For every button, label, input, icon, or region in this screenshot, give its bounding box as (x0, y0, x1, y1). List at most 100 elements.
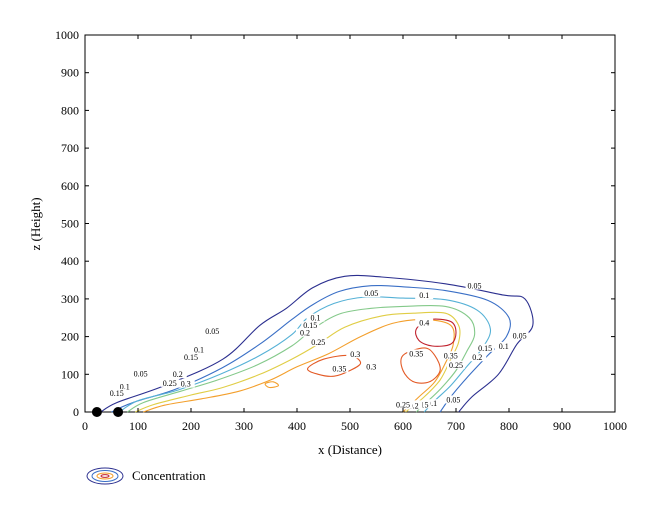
y-tick-label: 800 (61, 103, 79, 117)
contour-label: 0.05 (446, 395, 460, 404)
contour-label-bg (407, 349, 426, 358)
x-tick-label: 900 (553, 419, 571, 433)
contour-label: 0.05 (513, 331, 527, 340)
contour-label-bg (176, 379, 195, 388)
contour-label: 0.4 (419, 319, 429, 328)
contour-label: 0.1 (419, 291, 429, 300)
contour-label: 0.3 (350, 350, 360, 359)
x-tick-label: 600 (394, 419, 412, 433)
y-tick-label: 700 (61, 141, 79, 155)
legend-label: Concentration (132, 468, 206, 483)
contour-label: 0.35 (409, 349, 423, 358)
concentration-legend-icon (86, 467, 124, 485)
contour-label: 0.25 (163, 379, 177, 388)
contour-label-bg (295, 328, 314, 337)
contour-label-bg (346, 350, 365, 359)
contour-label-bg (168, 370, 187, 379)
contour-label: 0.1 (311, 314, 321, 323)
contour-label-bg (476, 343, 495, 352)
contour-label: 0.25 (449, 361, 463, 370)
y-tick-label: 900 (61, 66, 79, 80)
contour-label: 0.1 (499, 342, 509, 351)
contour-line-0-2 (127, 304, 476, 413)
y-tick-label: 100 (61, 367, 79, 381)
contour-label-bg (131, 369, 150, 378)
contour-label: 0.2 (409, 401, 419, 410)
contour-label: 0.1 (120, 383, 130, 392)
contour-line-0-35 (400, 347, 441, 384)
contour-label-layer: 0.050.050.050.050.050.050.10.10.10.10.10… (107, 281, 529, 410)
legend: Concentration (86, 466, 206, 486)
x-tick-label: 200 (182, 419, 200, 433)
x-tick-label: 400 (288, 419, 306, 433)
contour-line-0-05 (100, 274, 534, 413)
contour-label-bg (362, 362, 381, 371)
contour-label-bg (309, 338, 328, 347)
x-tick-label: 300 (235, 419, 253, 433)
y-axis-label: z (Height) (28, 197, 43, 250)
contour-label-bg (465, 281, 484, 290)
contour-label: 0.1 (427, 399, 437, 408)
contour-label-bg (447, 360, 465, 369)
contour-label-bg (306, 313, 325, 322)
x-tick-label: 500 (341, 419, 359, 433)
contour-label-bg (510, 331, 529, 340)
contour-label-bg (107, 389, 126, 398)
contour-label: 0.3 (366, 363, 376, 372)
x-axis-ticks: 0 100 200 300 400 500 600 700 800 900 1000 (82, 35, 627, 433)
contour-label: 0.2 (300, 329, 310, 338)
emission-source-marker (91, 407, 102, 417)
plot-area: 0.050.050.050.050.050.050.10.10.10.10.10… (84, 34, 616, 417)
x-tick-label: 700 (447, 419, 465, 433)
x-tick-label: 800 (500, 419, 518, 433)
contour-label-bg (330, 364, 349, 373)
contour-line-0-35 (307, 354, 362, 377)
contour-label-bg (182, 353, 200, 362)
contour-label: 0.15 (110, 389, 124, 398)
contour-line-0-3 (264, 381, 280, 389)
contour-label: 0.15 (184, 353, 198, 362)
y-tick-label: 600 (61, 179, 79, 193)
contour-label-bg (404, 401, 423, 410)
contour-label: 0.05 (205, 327, 219, 336)
contour-label: 0.35 (444, 351, 458, 360)
contour-label-bg (415, 291, 434, 300)
contour-label: 0.05 (468, 282, 482, 291)
contour-label-bg (444, 395, 463, 404)
x-axis-label: x (Distance) (318, 442, 382, 457)
contour-label-bg (160, 378, 179, 387)
x-tick-label: 100 (129, 419, 147, 433)
contour-label-bg (394, 400, 412, 409)
contour-label-bg (494, 341, 513, 350)
contour-label: 0.05 (364, 289, 378, 298)
contour-label-bg (441, 351, 460, 360)
contour-label-bg (301, 321, 320, 330)
contour-label: 0.25 (311, 338, 325, 347)
y-tick-label: 200 (61, 330, 79, 344)
contour-label: 0.15 (303, 321, 317, 330)
contour-label-bg (362, 289, 381, 298)
contour-line-0-3 (143, 319, 455, 413)
contour-label-bg (468, 353, 487, 362)
contour-label-bg (415, 318, 434, 327)
y-tick-label: 400 (61, 254, 79, 268)
emission-source-marker (113, 407, 124, 417)
contour-label: 0.2 (173, 370, 183, 379)
x-tick-label: 0 (82, 419, 88, 433)
contour-label-bg (423, 399, 442, 408)
contour-label: 0.2 (472, 353, 482, 362)
y-tick-label: 1000 (55, 28, 79, 42)
contour-label-bg (189, 345, 208, 354)
y-tick-label: 0 (73, 405, 79, 419)
y-tick-label: 500 (61, 217, 79, 231)
contour-label-bg (115, 382, 134, 391)
x-tick-label: 1000 (603, 419, 627, 433)
contour-label-bg (203, 326, 222, 335)
contour-label: 0.05 (134, 369, 148, 378)
contour-label: 0.3 (181, 380, 191, 389)
contour-label: 0.1 (194, 346, 204, 355)
contour-label: 0.25 (396, 400, 410, 409)
source-marker-layer (91, 407, 124, 417)
contour-label: 0.15 (478, 344, 492, 353)
